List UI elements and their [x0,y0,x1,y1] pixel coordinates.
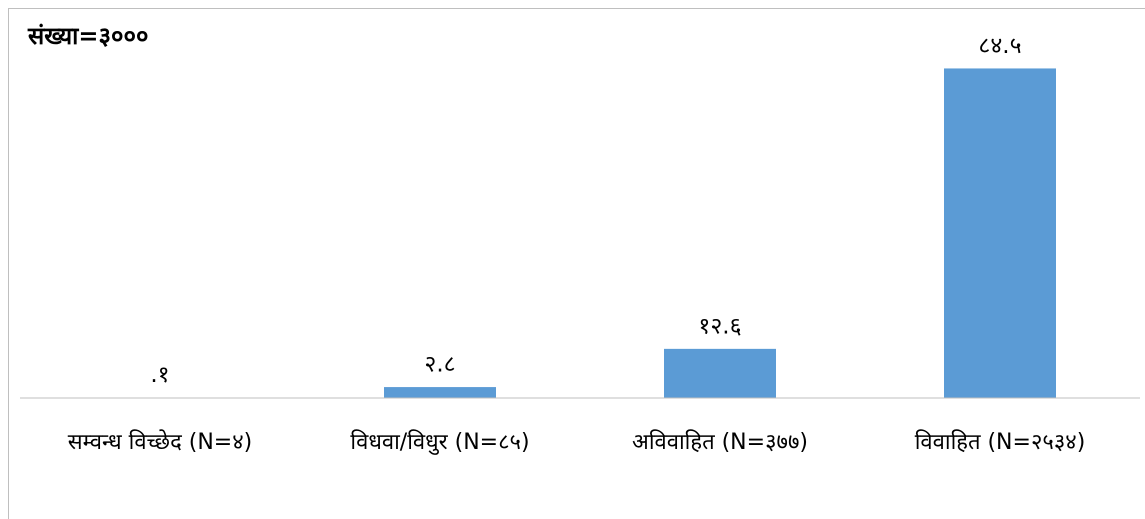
x-tick-label: विवाहित (N=२५३४) [915,429,1086,455]
bar [664,348,776,398]
annotation: संख्या=३००० [27,22,148,50]
x-tick-label: विधवा/विधुर (N=८५) [350,429,529,455]
data-label: २.८ [424,352,455,378]
data-label: ८४.५ [978,33,1021,59]
data-label: .१ [150,362,169,388]
x-tick-label: अविवाहित (N=३७७) [632,429,808,455]
bar [384,387,496,398]
bar [944,68,1056,398]
x-tick-label: सम्वन्ध विच्छेद (N=४) [68,429,253,455]
data-label: १२.६ [698,313,741,339]
